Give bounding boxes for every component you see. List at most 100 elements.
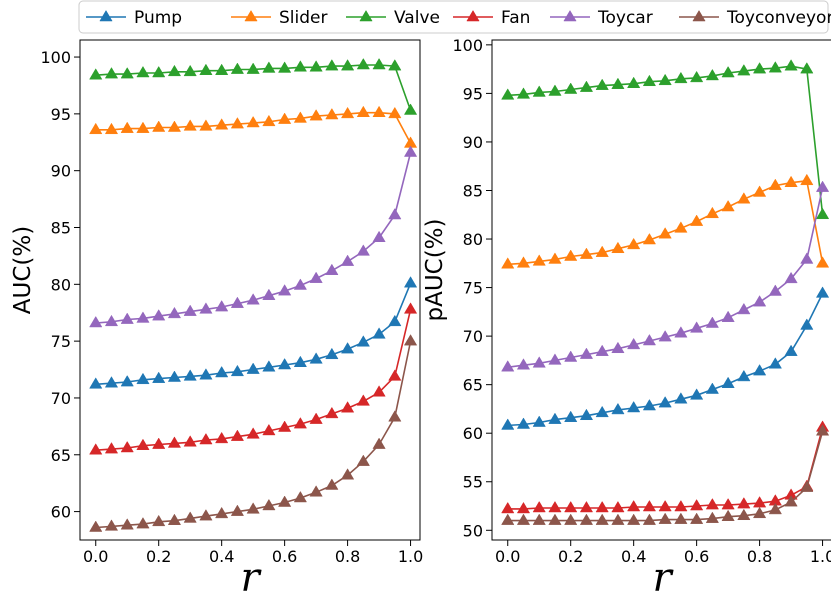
data-point bbox=[815, 180, 830, 192]
data-point bbox=[309, 352, 323, 364]
series-fan bbox=[501, 420, 830, 514]
data-point bbox=[293, 355, 307, 368]
data-point bbox=[784, 495, 798, 507]
data-point bbox=[388, 410, 402, 422]
y-tick-label: 60 bbox=[51, 503, 71, 522]
data-point bbox=[548, 252, 562, 264]
data-point bbox=[595, 500, 609, 513]
data-point bbox=[579, 347, 594, 359]
x-axis-label: r bbox=[652, 555, 674, 594]
data-point bbox=[136, 65, 150, 78]
data-point bbox=[658, 512, 672, 524]
data-point bbox=[532, 356, 546, 368]
data-point bbox=[246, 502, 260, 514]
data-point bbox=[278, 495, 292, 507]
data-point bbox=[120, 375, 134, 387]
data-point bbox=[89, 315, 103, 328]
y-tick-label: 80 bbox=[51, 275, 71, 294]
data-point bbox=[246, 293, 260, 305]
data-point bbox=[152, 120, 166, 132]
data-point bbox=[674, 512, 688, 524]
data-point bbox=[737, 302, 751, 315]
data-point bbox=[516, 256, 531, 268]
data-point bbox=[627, 513, 641, 525]
data-point bbox=[215, 365, 229, 378]
data-point bbox=[152, 309, 166, 321]
data-point bbox=[611, 500, 625, 513]
data-point bbox=[564, 249, 578, 261]
x-tick-label: 0.4 bbox=[621, 547, 646, 566]
series-slider bbox=[89, 105, 418, 148]
data-point bbox=[167, 64, 182, 77]
data-point bbox=[293, 490, 307, 503]
x-tick-label: 0.8 bbox=[747, 547, 772, 566]
data-point bbox=[579, 80, 594, 92]
data-point bbox=[403, 276, 418, 288]
data-point bbox=[532, 500, 546, 513]
data-point bbox=[516, 501, 531, 514]
data-point bbox=[595, 513, 609, 525]
data-point bbox=[372, 385, 386, 397]
data-point bbox=[627, 237, 641, 250]
data-point bbox=[721, 509, 735, 521]
data-point bbox=[136, 311, 150, 323]
data-point bbox=[372, 327, 386, 339]
data-point bbox=[246, 115, 260, 128]
data-point bbox=[501, 360, 515, 372]
legend-entry-slider: Slider bbox=[231, 8, 327, 28]
data-point bbox=[230, 504, 245, 516]
data-point bbox=[136, 121, 150, 133]
data-point bbox=[340, 468, 355, 480]
data-point bbox=[658, 73, 672, 86]
data-point bbox=[388, 106, 402, 119]
data-point bbox=[183, 511, 197, 523]
y-tick-label: 75 bbox=[51, 332, 71, 351]
data-point bbox=[501, 418, 515, 430]
data-point bbox=[120, 440, 134, 453]
data-point bbox=[278, 420, 292, 432]
y-tick-label: 65 bbox=[463, 376, 483, 395]
data-point bbox=[658, 396, 672, 408]
data-point bbox=[548, 412, 562, 424]
data-point bbox=[627, 499, 641, 512]
data-point bbox=[325, 406, 339, 419]
data-point bbox=[199, 368, 213, 380]
data-point bbox=[658, 499, 672, 512]
data-point bbox=[325, 59, 339, 71]
data-point bbox=[705, 498, 719, 510]
data-point bbox=[356, 244, 370, 256]
data-point bbox=[340, 59, 355, 71]
data-point bbox=[372, 437, 386, 449]
data-point bbox=[325, 263, 339, 275]
data-point bbox=[674, 221, 688, 233]
x-axis-label: r bbox=[240, 555, 262, 594]
data-point bbox=[152, 371, 166, 383]
data-point bbox=[611, 341, 625, 354]
series-valve bbox=[501, 59, 830, 220]
data-point bbox=[230, 364, 245, 377]
data-point bbox=[737, 497, 751, 509]
data-point bbox=[705, 511, 719, 523]
data-point bbox=[532, 415, 546, 427]
data-point bbox=[800, 318, 814, 330]
legend-entry-pump: Pump bbox=[86, 8, 182, 28]
data-point bbox=[642, 399, 657, 411]
legend-marker bbox=[692, 10, 706, 22]
series-pump bbox=[89, 276, 418, 389]
legend-entry-toyconveyor: Toyconveyor bbox=[679, 8, 831, 28]
data-point bbox=[403, 302, 418, 314]
data-point bbox=[800, 252, 814, 264]
data-point bbox=[278, 61, 292, 73]
data-point bbox=[595, 245, 609, 257]
legend-entry-fan: Fan bbox=[453, 8, 530, 28]
data-point bbox=[595, 344, 609, 356]
data-point bbox=[642, 233, 657, 245]
data-point bbox=[800, 480, 814, 492]
y-tick-label: 70 bbox=[51, 389, 71, 408]
data-point bbox=[215, 63, 229, 75]
data-point bbox=[627, 400, 641, 413]
data-point bbox=[262, 114, 276, 127]
x-tick-label: 1.0 bbox=[398, 547, 423, 566]
data-point bbox=[752, 364, 767, 376]
